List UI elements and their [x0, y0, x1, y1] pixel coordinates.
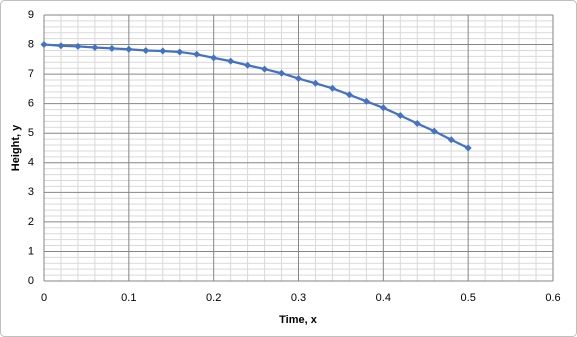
- x-tick-label: 0.3: [291, 292, 306, 304]
- data-point: [57, 42, 65, 50]
- data-point: [91, 44, 99, 52]
- data-point: [447, 136, 455, 144]
- y-tick-label: 7: [28, 68, 34, 80]
- y-tick-label: 2: [28, 216, 34, 228]
- x-axis-title: Time, x: [279, 314, 318, 326]
- data-point: [295, 75, 302, 83]
- data-point: [176, 48, 184, 56]
- y-axis-title: Height, y: [10, 124, 22, 171]
- x-tick-label: 0.6: [545, 292, 560, 304]
- data-point: [413, 119, 421, 127]
- x-tick-label: 0.1: [121, 292, 136, 304]
- data-point: [125, 45, 133, 53]
- data-point: [362, 97, 370, 105]
- x-tick-label: 0.5: [461, 292, 476, 304]
- x-tick-label: 0.2: [206, 292, 221, 304]
- x-tick-label: 0: [41, 292, 47, 304]
- x-tick-label: 0.4: [376, 292, 391, 304]
- data-point: [227, 57, 235, 65]
- data-point: [328, 84, 336, 92]
- y-tick-label: 8: [28, 38, 34, 50]
- data-point: [311, 79, 319, 87]
- data-point: [159, 47, 167, 55]
- y-tick-label: 0: [28, 275, 34, 287]
- data-point: [464, 144, 472, 152]
- data-point: [40, 41, 48, 49]
- data-point: [430, 127, 438, 135]
- data-point: [278, 69, 286, 77]
- y-tick-label: 6: [28, 98, 34, 110]
- y-tick-label: 9: [28, 9, 34, 21]
- data-point: [345, 91, 353, 99]
- data-point: [142, 46, 150, 54]
- data-point: [379, 104, 387, 112]
- data-point: [108, 44, 116, 52]
- data-point: [396, 111, 404, 119]
- plot: [40, 41, 472, 152]
- y-tick-label: 3: [28, 186, 34, 198]
- data-point: [210, 54, 218, 62]
- y-tick-label: 1: [28, 245, 34, 257]
- data-point: [261, 65, 269, 73]
- y-tick-label: 5: [28, 127, 34, 139]
- y-tick-label: 4: [28, 157, 34, 169]
- data-point: [244, 61, 252, 69]
- data-point: [74, 42, 82, 50]
- data-point: [193, 50, 201, 58]
